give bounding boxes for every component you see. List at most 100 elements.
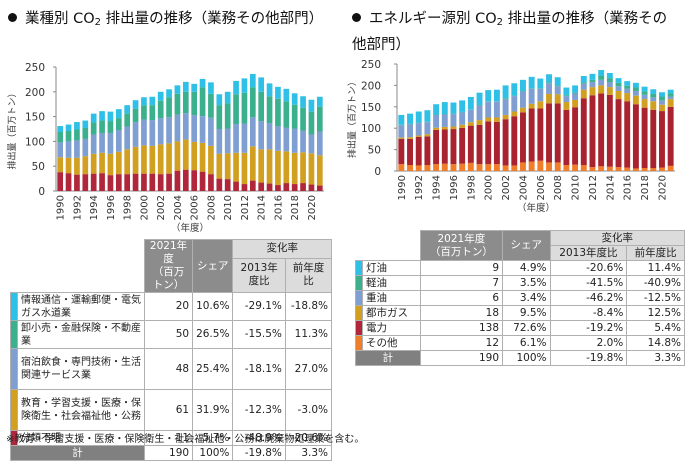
bar-segment: [624, 168, 630, 171]
bar-segment: [494, 102, 500, 118]
bar-segment: [309, 100, 315, 112]
bar-segment: [317, 107, 323, 132]
y-tick-label: 50: [368, 145, 381, 157]
x-axis-title: （年度）: [171, 222, 209, 234]
bar-segment: [183, 170, 189, 191]
bar-segment: [407, 114, 413, 124]
bar-segment: [149, 174, 155, 191]
row-value: 9: [420, 261, 502, 276]
bar-segment: [555, 86, 561, 94]
y-tick-label: 200: [361, 80, 381, 92]
x-axis-title: （年度）: [517, 202, 555, 214]
bar-segment: [116, 152, 122, 174]
bar-segment: [546, 74, 552, 82]
bar-segment: [520, 162, 526, 171]
row-vs2013: -15.5%: [233, 321, 285, 349]
header-share: シェア: [193, 240, 233, 293]
bar-segment: [141, 145, 147, 173]
bar-segment: [485, 121, 491, 164]
bar-segment: [616, 167, 622, 171]
bar-segment: [191, 92, 197, 115]
bar-segment: [158, 118, 164, 144]
bar-segment: [99, 121, 105, 133]
bar-segment: [74, 122, 80, 129]
bar-segment: [158, 144, 164, 174]
bar-segment: [485, 118, 491, 122]
bar-segment: [616, 78, 622, 83]
bar-segment: [529, 77, 535, 89]
industry-table: 2021年度（百万トン） シェア 変化率 2013年度比 前年度比 情報通信・運…: [10, 239, 332, 461]
x-tick-label: 2006: [536, 175, 547, 200]
y-tick-label: 0: [374, 166, 381, 178]
bar-segment: [590, 82, 596, 87]
x-tick-label: 1994: [89, 195, 100, 220]
y-tick-label: 250: [361, 59, 381, 71]
bar-segment: [633, 168, 639, 171]
bar-segment: [633, 104, 639, 168]
y-tick-label: 150: [361, 102, 381, 114]
bar-segment: [292, 93, 298, 104]
bar-segment: [477, 120, 483, 125]
bar-segment: [477, 106, 483, 121]
x-tick-label: 1998: [123, 195, 134, 220]
bar-segment: [563, 165, 569, 171]
bar-segment: [433, 128, 439, 130]
bar-segment: [624, 86, 630, 89]
bar-segment: [511, 116, 517, 165]
x-tick-label: 2020: [307, 195, 318, 220]
bar-segment: [250, 87, 256, 117]
bar-segment: [216, 94, 222, 105]
row-share: 3.5%: [503, 276, 551, 291]
row-vsprev: 12.5%: [627, 306, 685, 321]
bar-segment: [520, 80, 526, 91]
row-label: 情報通信・運輸郵便・電気ガス水道業: [18, 293, 145, 321]
bar-segment: [108, 121, 114, 133]
bar-segment: [537, 109, 543, 161]
row-label: 宿泊飲食・専門技術・生活関連サービス業: [18, 349, 145, 390]
bar-segment: [82, 121, 88, 128]
color-swatch: [11, 349, 18, 390]
bar-segment: [572, 93, 578, 94]
row-share: 6.1%: [503, 336, 551, 351]
bar-segment: [74, 175, 80, 191]
bar-segment: [66, 131, 72, 141]
row-value: 48: [145, 349, 193, 390]
row-label: 軽油: [363, 276, 421, 291]
bar-segment: [124, 127, 130, 150]
row-vs2013: -8.4%: [550, 306, 627, 321]
bar-segment: [424, 136, 430, 165]
bar-segment: [477, 93, 483, 105]
bar-segment: [116, 130, 122, 152]
bar-segment: [642, 95, 648, 99]
bar-segment: [416, 135, 422, 136]
bar-segment: [149, 146, 155, 174]
bar-segment: [572, 94, 578, 100]
x-tick-label: 2014: [605, 175, 616, 200]
x-tick-label: 2016: [623, 175, 634, 200]
bar-segment: [116, 109, 122, 118]
bar-segment: [267, 96, 273, 123]
y-tick-label: 200: [25, 87, 45, 99]
row-label: 電力: [363, 321, 421, 336]
bar-segment: [283, 89, 289, 101]
row-share: 4.9%: [503, 261, 551, 276]
bar-segment: [300, 96, 306, 107]
bar-segment: [494, 90, 500, 102]
row-vsprev: -18.8%: [285, 293, 331, 321]
bar-segment: [309, 185, 315, 191]
bar-segment: [200, 172, 206, 191]
header-value-year: 2021年度: [148, 240, 189, 266]
row-value: 20: [145, 293, 193, 321]
header-value-year: 2021年度: [424, 233, 499, 246]
bar-segment: [494, 164, 500, 171]
row-value: 50: [145, 321, 193, 349]
bar-segment: [503, 98, 509, 99]
bar-segment: [442, 115, 448, 127]
bar-segment: [424, 134, 430, 136]
bar-segment: [616, 83, 622, 86]
bar-segment: [511, 112, 517, 117]
bar-segment: [433, 164, 439, 171]
